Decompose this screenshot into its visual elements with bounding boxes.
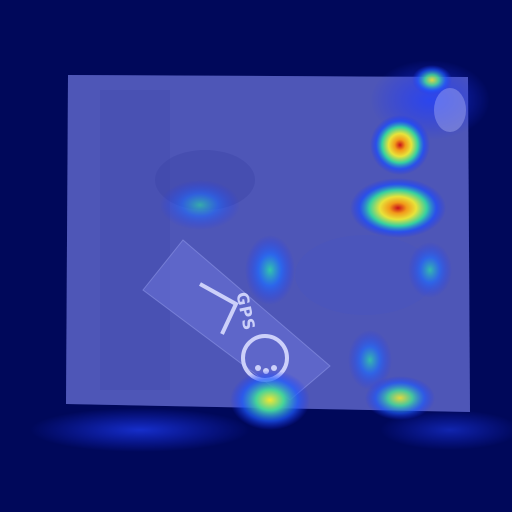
heat-blobs — [30, 60, 512, 452]
glare — [434, 88, 466, 132]
